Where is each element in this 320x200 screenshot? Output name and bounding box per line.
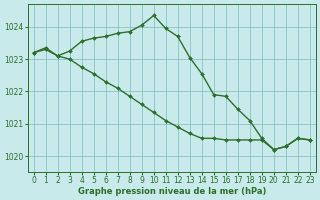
- X-axis label: Graphe pression niveau de la mer (hPa): Graphe pression niveau de la mer (hPa): [77, 187, 266, 196]
